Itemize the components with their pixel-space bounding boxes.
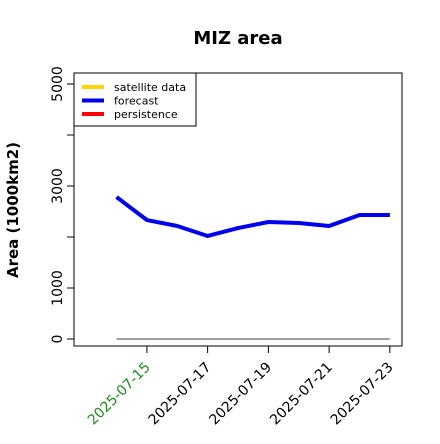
series-line: [115, 195, 390, 238]
plot-frame: [73, 72, 403, 347]
x-tick-label: 2025-07-23: [328, 360, 397, 429]
x-tick-label: 2025-07-19: [206, 360, 275, 429]
y-tick-label: 0: [50, 335, 66, 344]
legend-label: persistence: [114, 108, 178, 121]
legend-label: forecast: [114, 95, 159, 108]
x-tick-label: 2025-07-21: [267, 360, 336, 429]
y-tick-label: 5000: [50, 66, 66, 102]
x-tick-label: 2025-07-17: [146, 360, 215, 429]
x-tick-label: 2025-07-15: [85, 360, 154, 429]
legend-label: satellite data: [114, 81, 186, 94]
y-axis-label: Area (1000km2): [4, 142, 22, 278]
y-tick-label: 3000: [50, 168, 66, 204]
y-tick-label: 1000: [50, 270, 66, 306]
chart-title: MIZ area: [193, 28, 282, 49]
